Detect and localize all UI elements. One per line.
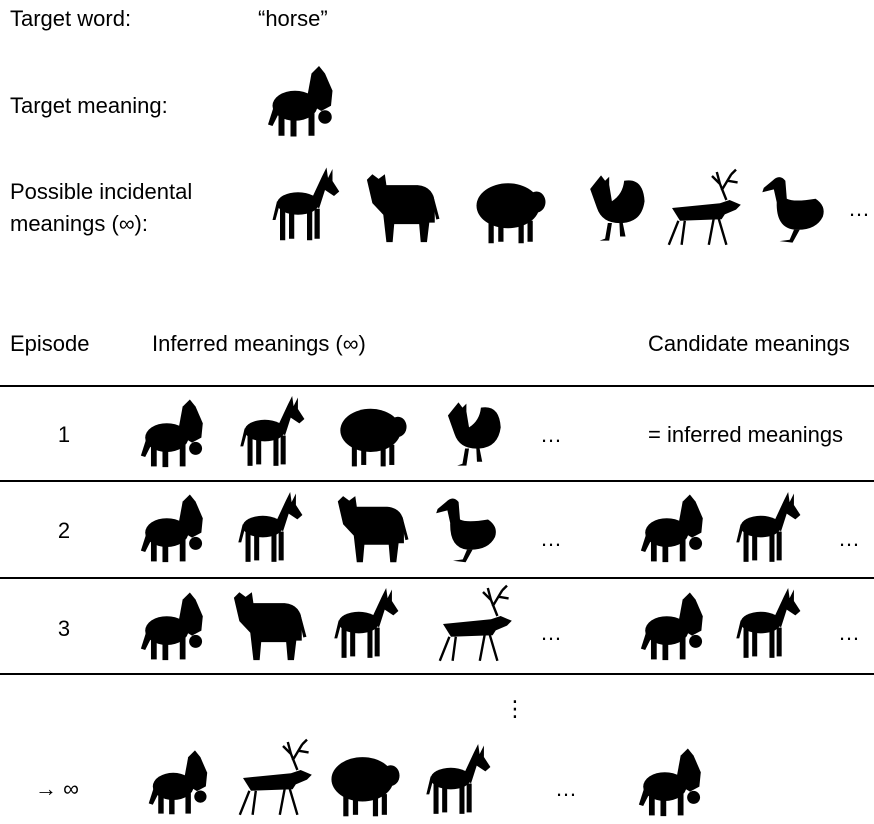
horse-icon <box>641 592 703 660</box>
target-word: “horse” <box>258 6 328 31</box>
ellipsis: … <box>838 620 860 645</box>
target-word-label: Target word: <box>10 6 131 31</box>
episode: 3 <box>58 616 70 641</box>
ellipsis: … <box>555 776 577 801</box>
reindeer-icon <box>669 170 741 245</box>
column-header: Candidate meanings <box>648 331 850 356</box>
episode: 2 <box>58 518 70 543</box>
duck-icon <box>436 499 496 563</box>
sheep-icon <box>340 409 406 467</box>
reindeer-icon <box>240 740 312 815</box>
cow-icon <box>234 592 307 660</box>
episode: 1 <box>58 422 70 447</box>
sheep-icon <box>477 183 546 243</box>
donkey-icon <box>736 492 800 562</box>
horse-icon <box>141 494 203 562</box>
incidental-label: meanings (∞): <box>10 211 148 236</box>
donkey-icon <box>238 492 302 562</box>
donkey-icon <box>334 588 398 658</box>
horse-icon <box>639 748 701 816</box>
candidate-text: = inferred meanings <box>648 422 843 447</box>
target-meaning-label: Target meaning: <box>10 93 168 118</box>
column-header: Inferred meanings (∞) <box>152 331 366 356</box>
incidental-label: Possible incidental <box>10 179 192 204</box>
column-header: Episode <box>10 331 90 356</box>
donkey-icon <box>426 744 490 814</box>
horse-icon <box>141 399 203 467</box>
figure: Target word: “horse” Target meaning: Pos… <box>0 0 874 824</box>
duck-icon <box>762 177 823 243</box>
rooster-icon <box>590 175 644 240</box>
ellipsis: … <box>540 526 562 551</box>
horse-icon <box>268 66 333 137</box>
cow-icon <box>367 174 440 242</box>
horse-icon <box>149 750 207 814</box>
sheep-icon <box>331 757 399 816</box>
ellipsis: … <box>838 526 860 551</box>
reindeer-icon <box>440 586 512 661</box>
ellipsis: … <box>848 196 870 221</box>
ellipsis: … <box>540 620 562 645</box>
donkey-icon <box>736 588 800 658</box>
donkey-icon <box>273 168 340 241</box>
ellipsis: … <box>540 422 562 447</box>
horse-icon <box>641 494 703 562</box>
vertical-ellipsis: ⋮ <box>504 696 526 721</box>
donkey-icon <box>240 396 304 466</box>
cow-icon <box>338 496 409 562</box>
horse-icon <box>141 592 203 660</box>
episode: → ∞ <box>35 776 79 801</box>
rooster-icon <box>448 402 501 465</box>
